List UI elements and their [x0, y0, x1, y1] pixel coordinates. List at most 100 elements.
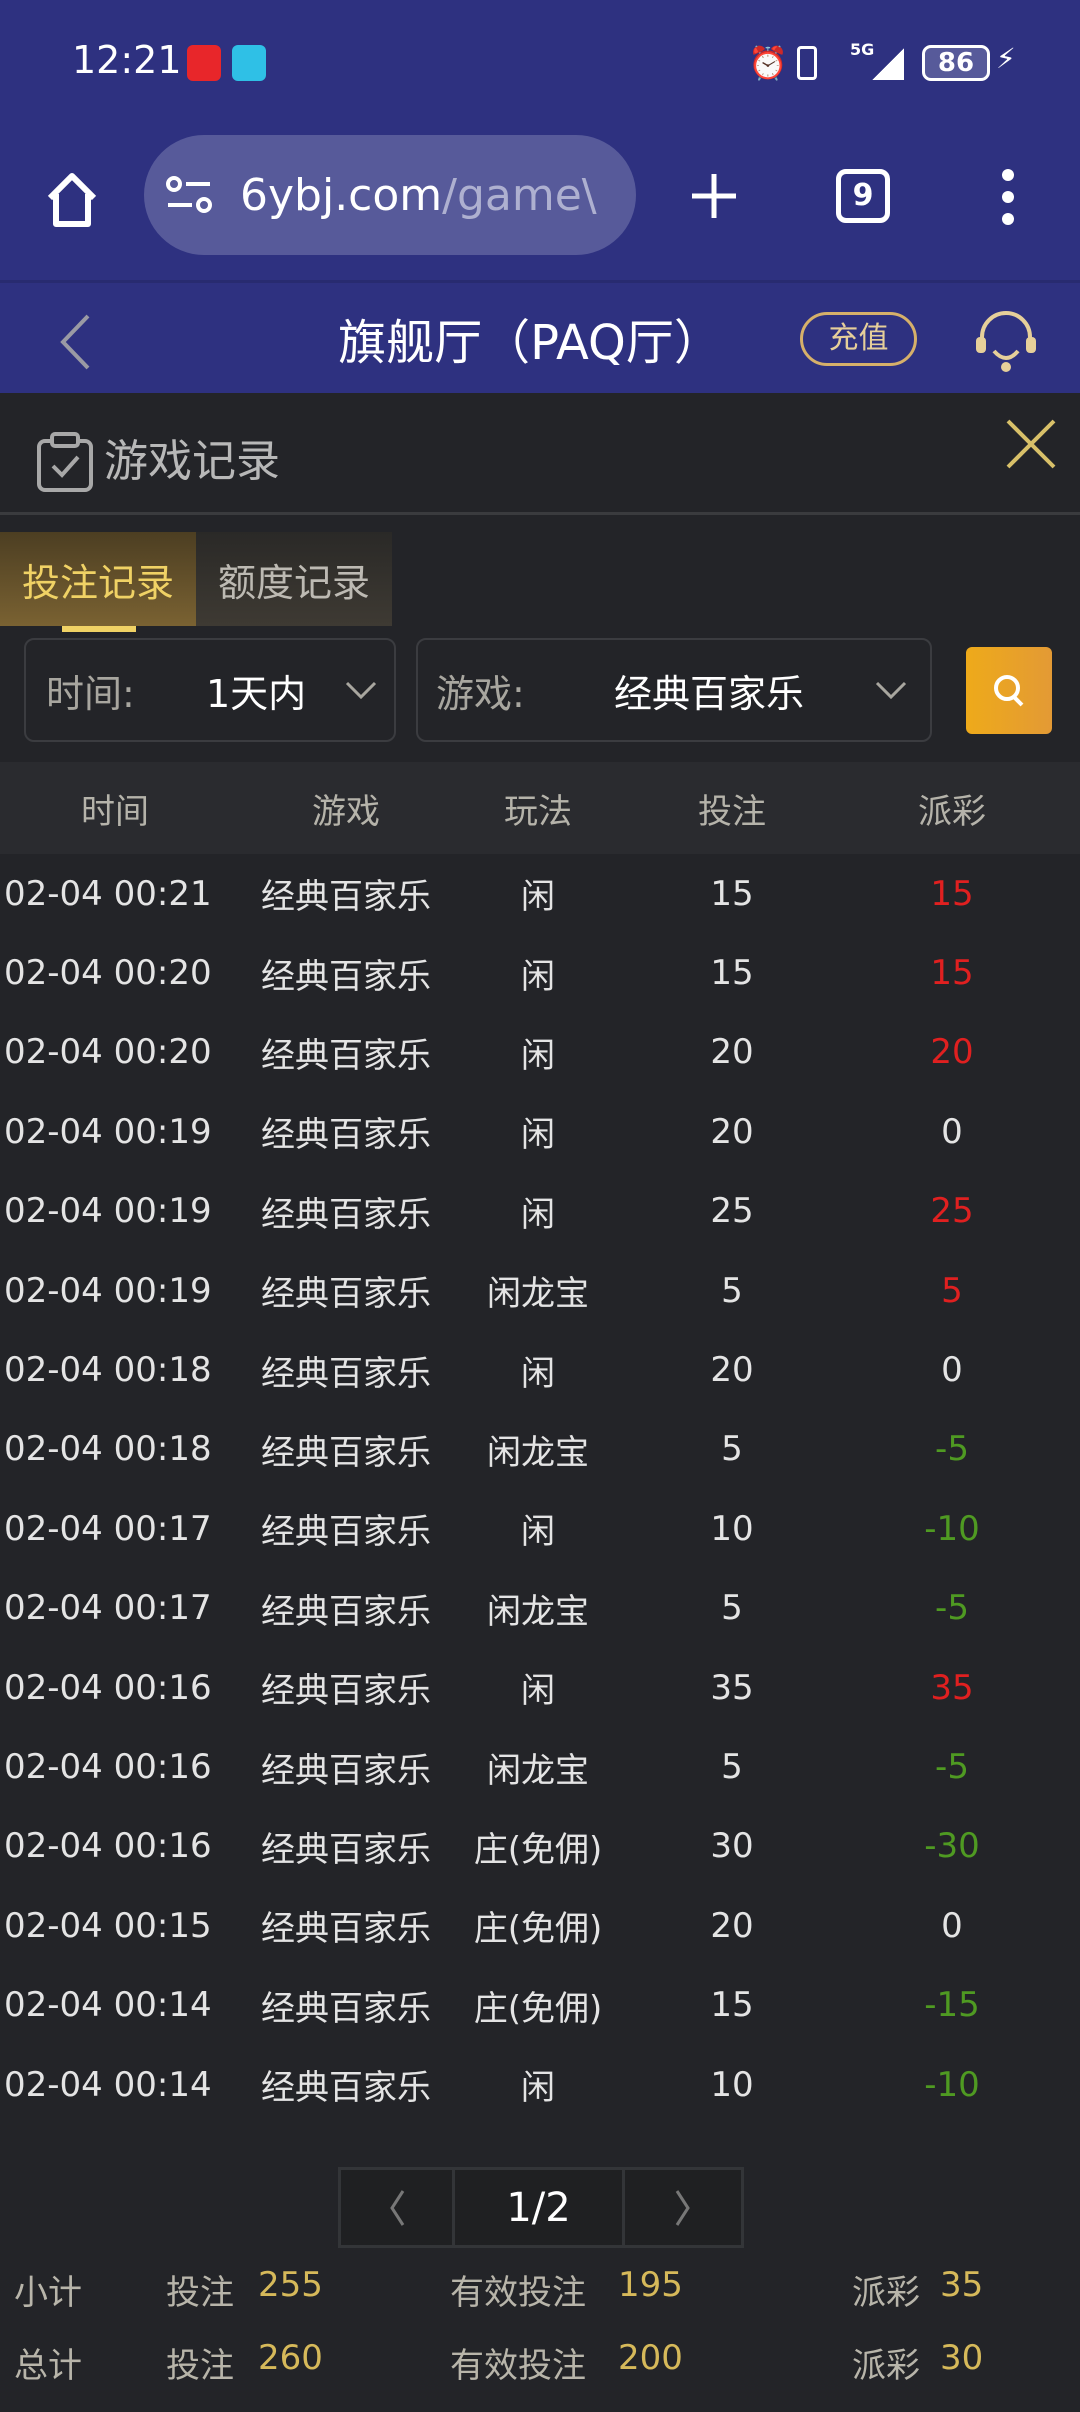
battery-indicator: 86: [922, 45, 990, 81]
cell-payout: 0: [941, 1350, 963, 1391]
new-tab-icon[interactable]: [688, 170, 740, 222]
table-row: 02-04 00:19 经典百家乐 闲 20 0: [0, 1092, 1080, 1171]
next-page-button[interactable]: [625, 2170, 741, 2245]
cell-play: 闲: [521, 1353, 555, 1394]
cell-play: 闲: [521, 1671, 555, 1712]
cell-time: 02-04 00:14: [4, 1985, 212, 2026]
status-bar: 12:21 ⏰ 5G 86 ⚡: [0, 0, 1080, 125]
cell-payout: -5: [935, 1747, 969, 1788]
cell-bet: 35: [710, 1667, 754, 1708]
table-row: 02-04 00:19 经典百家乐 闲 25 25: [0, 1172, 1080, 1251]
total-label: 总计: [14, 2346, 82, 2386]
taobao-app-icon: [187, 45, 221, 81]
table-row: 02-04 00:17 经典百家乐 闲 10 -10: [0, 1489, 1080, 1568]
table-row: 02-04 00:15 经典百家乐 庄(免佣) 20 0: [0, 1886, 1080, 1965]
cell-game: 经典百家乐: [261, 877, 431, 918]
cell-game: 经典百家乐: [261, 1194, 431, 1235]
table-row: 02-04 00:18 经典百家乐 闲 20 0: [0, 1330, 1080, 1409]
cell-game: 经典百家乐: [261, 1035, 431, 1076]
table-row: 02-04 00:14 经典百家乐 庄(免佣) 15 -15: [0, 1966, 1080, 2045]
table-row: 02-04 00:20 经典百家乐 闲 15 15: [0, 933, 1080, 1012]
cell-time: 02-04 00:19: [4, 1111, 212, 1152]
cell-game: 经典百家乐: [261, 2068, 431, 2109]
cell-play: 庄(免佣): [473, 1829, 603, 1870]
cell-play: 闲: [521, 1512, 555, 1553]
cell-payout: -15: [924, 1985, 980, 2026]
cell-game: 经典百家乐: [261, 1115, 431, 1156]
more-menu-icon[interactable]: [996, 167, 1020, 227]
table-row: 02-04 00:20 经典百家乐 闲 20 20: [0, 1013, 1080, 1092]
tab-switcher-button[interactable]: 9: [836, 169, 890, 223]
total-valid-label: 有效投注: [450, 2346, 586, 2386]
cell-payout: 15: [930, 953, 974, 994]
table-row: 02-04 00:21 经典百家乐 闲 15 15: [0, 854, 1080, 933]
cell-bet: 10: [710, 1508, 754, 1549]
time-filter-label: 时间:: [46, 671, 135, 716]
cell-game: 经典百家乐: [261, 1671, 431, 1712]
cell-game: 经典百家乐: [261, 1432, 431, 1473]
cell-game: 经典百家乐: [261, 1909, 431, 1950]
total-valid: 200: [618, 2338, 683, 2378]
dialog-title: 游戏记录: [104, 436, 280, 487]
cell-play: 闲: [521, 2068, 555, 2109]
cell-time: 02-04 00:18: [4, 1429, 212, 1470]
cell-payout: 20: [930, 1032, 974, 1073]
url-path: /game\: [442, 169, 597, 221]
total-payout-label: 派彩: [852, 2346, 920, 2386]
subtotal-row: 小计 投注 255 有效投注 195 派彩 35: [0, 2265, 1080, 2313]
recharge-button[interactable]: 充值: [800, 312, 917, 366]
cell-play: 庄(免佣): [473, 1909, 603, 1950]
table-row: 02-04 00:17 经典百家乐 闲龙宝 5 -5: [0, 1569, 1080, 1648]
cell-play: 闲: [521, 1035, 555, 1076]
home-icon[interactable]: [42, 170, 102, 230]
chevron-down-icon: [875, 681, 907, 700]
close-icon[interactable]: [1004, 417, 1058, 471]
table-header: 时间 游戏 玩法 投注 派彩: [0, 762, 1080, 854]
cell-time: 02-04 00:19: [4, 1191, 212, 1232]
pagination: 1/2: [338, 2167, 744, 2248]
subtotal-valid-label: 有效投注: [450, 2273, 586, 2313]
cell-play: 闲: [521, 877, 555, 918]
table-row: 02-04 00:14 经典百家乐 闲 10 -10: [0, 2045, 1080, 2124]
cell-game: 经典百家乐: [261, 1829, 431, 1870]
network-type: 5G: [850, 40, 875, 59]
tab-bet-records[interactable]: 投注记录: [0, 532, 196, 626]
tab-credit-records[interactable]: 额度记录: [196, 532, 392, 626]
cell-play: 闲: [521, 1194, 555, 1235]
url-bar[interactable]: 6ybj.com/game\: [144, 135, 636, 255]
time-filter-select[interactable]: 时间: 1天内: [24, 638, 396, 742]
subtotal-bet-label: 投注: [166, 2273, 234, 2313]
vibrate-icon: [797, 46, 817, 80]
cell-play: 闲: [521, 1115, 555, 1156]
subtotal-payout: 35: [940, 2265, 984, 2305]
cell-time: 02-04 00:21: [4, 873, 212, 914]
app-header: 旗舰厅（PAQ厅） 充值: [0, 280, 1080, 393]
back-icon[interactable]: [58, 313, 92, 371]
prev-page-button[interactable]: [341, 2170, 455, 2245]
cell-payout: 15: [930, 873, 974, 914]
signal-icon: [872, 48, 904, 80]
column-header-bet: 投注: [698, 791, 766, 832]
game-filter-select[interactable]: 游戏: 经典百家乐: [416, 638, 932, 742]
customer-service-icon[interactable]: [970, 305, 1042, 377]
column-header-play: 玩法: [504, 791, 572, 832]
url-domain: 6ybj.com: [240, 169, 443, 221]
cell-payout: 0: [941, 1111, 963, 1152]
cell-game: 经典百家乐: [261, 956, 431, 997]
total-bet: 260: [258, 2338, 323, 2378]
cell-payout: 0: [941, 1905, 963, 1946]
subtotal-payout-label: 派彩: [852, 2273, 920, 2313]
search-button[interactable]: [966, 647, 1052, 734]
site-settings-icon[interactable]: [164, 175, 214, 215]
cell-time: 02-04 00:16: [4, 1826, 212, 1867]
clipboard-check-icon: [37, 432, 93, 492]
browser-toolbar: 6ybj.com/game\ 9: [0, 125, 1080, 280]
cell-game: 经典百家乐: [261, 1274, 431, 1315]
cell-bet: 5: [721, 1429, 743, 1470]
page-title: 旗舰厅（PAQ厅）: [338, 315, 722, 371]
cell-bet: 10: [710, 2064, 754, 2105]
charging-icon: ⚡: [996, 42, 1016, 75]
cell-bet: 30: [710, 1826, 754, 1867]
cell-time: 02-04 00:19: [4, 1270, 212, 1311]
cell-play: 闲龙宝: [487, 1432, 589, 1473]
